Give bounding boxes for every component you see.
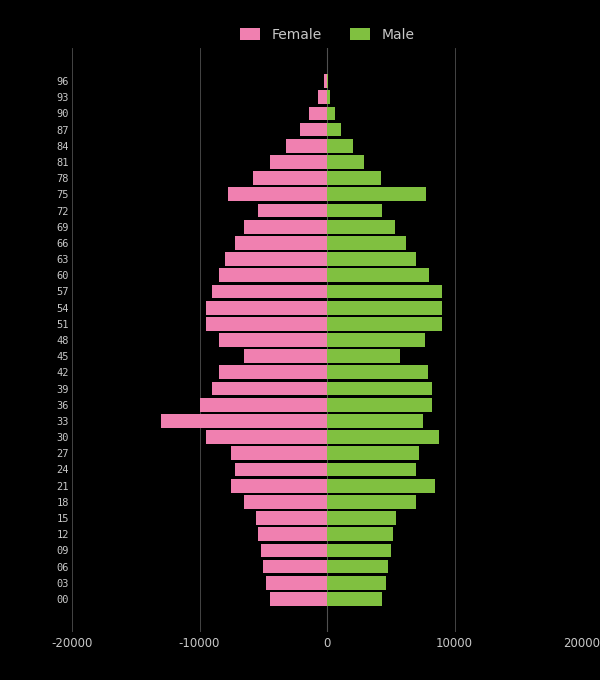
Bar	[244, 495, 327, 509]
Bar	[212, 284, 327, 299]
Bar	[327, 301, 442, 315]
Bar	[327, 284, 442, 299]
Bar	[225, 252, 327, 266]
Bar	[327, 188, 427, 201]
Bar	[327, 543, 391, 558]
Bar	[260, 543, 327, 558]
Bar	[244, 220, 327, 234]
Bar	[327, 317, 442, 330]
Bar	[327, 398, 431, 411]
Bar	[309, 107, 327, 120]
Bar	[218, 333, 327, 347]
Legend: Female, Male: Female, Male	[234, 22, 420, 48]
Bar	[218, 269, 327, 282]
Bar	[212, 381, 327, 396]
Bar	[300, 122, 327, 137]
Bar	[327, 462, 416, 477]
Bar	[206, 317, 327, 330]
Bar	[327, 107, 335, 120]
Bar	[327, 560, 388, 573]
Bar	[327, 495, 416, 509]
Bar	[327, 446, 419, 460]
Bar	[235, 462, 327, 477]
Bar	[327, 171, 380, 185]
Bar	[327, 139, 353, 153]
Bar	[269, 155, 327, 169]
Bar	[327, 414, 422, 428]
Bar	[232, 479, 327, 492]
Bar	[263, 560, 327, 573]
Bar	[327, 122, 341, 137]
Bar	[327, 365, 428, 379]
Bar	[253, 171, 327, 185]
Bar	[161, 414, 327, 428]
Bar	[266, 576, 327, 590]
Bar	[258, 203, 327, 218]
Bar	[269, 592, 327, 606]
Bar	[327, 269, 429, 282]
Bar	[199, 398, 327, 411]
Bar	[327, 252, 416, 266]
Bar	[327, 236, 406, 250]
Bar	[327, 479, 436, 492]
Bar	[327, 430, 439, 444]
Bar	[327, 74, 328, 88]
Bar	[327, 381, 431, 396]
Bar	[206, 430, 327, 444]
Bar	[327, 576, 386, 590]
Bar	[206, 301, 327, 315]
Bar	[232, 446, 327, 460]
Bar	[327, 333, 425, 347]
Bar	[327, 511, 396, 525]
Bar	[325, 74, 327, 88]
Bar	[327, 155, 364, 169]
Bar	[258, 527, 327, 541]
Bar	[227, 188, 327, 201]
Bar	[218, 365, 327, 379]
Bar	[244, 350, 327, 363]
Bar	[256, 511, 327, 525]
Bar	[327, 203, 382, 218]
Bar	[318, 90, 327, 104]
Bar	[286, 139, 327, 153]
Bar	[235, 236, 327, 250]
Bar	[327, 90, 330, 104]
Bar	[327, 592, 382, 606]
Bar	[327, 527, 394, 541]
Bar	[327, 220, 395, 234]
Bar	[327, 350, 400, 363]
